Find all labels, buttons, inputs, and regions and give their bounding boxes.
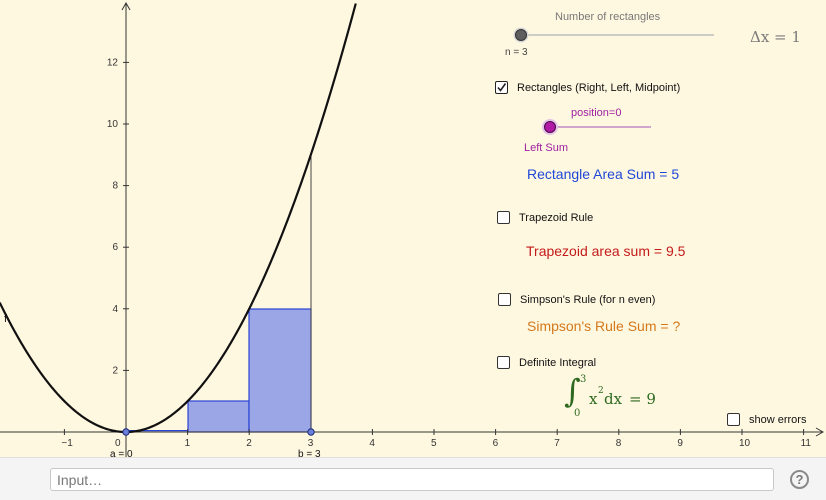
curve-label: f — [4, 313, 8, 325]
delta-x-text: Δx = 1 — [750, 28, 801, 46]
show-errors-label: show errors — [749, 414, 807, 426]
y-axis-arrow — [121, 1, 131, 11]
x-tick-label: 1 — [185, 438, 191, 449]
function-curve[interactable] — [0, 3, 357, 434]
graphics-view[interactable]: −1 0 1 2 3 4 5 6 7 8 9 10 11 2 4 6 8 10 12 f a = 0 b = 3 … — [0, 0, 826, 457]
y-tick-label: 6 — [112, 242, 118, 253]
show-errors-checkbox[interactable] — [727, 413, 740, 426]
x-tick-label: 6 — [493, 438, 499, 449]
definite-integral-checkbox[interactable] — [497, 356, 510, 369]
integral-lower-limit: 0 — [574, 408, 581, 419]
integrand-exponent: 2 — [598, 386, 604, 396]
riemann-rectangles — [125, 308, 312, 433]
trapezoid-area-sum: Trapezoid area sum = 9.5 — [526, 243, 686, 259]
rectangle-area-sum: Rectangle Area Sum = 5 — [527, 166, 680, 182]
riemann-rectangle — [248, 308, 312, 433]
integral-result: = 9 — [629, 390, 656, 408]
x-tick-label: 7 — [554, 438, 560, 449]
x-tick-label: 5 — [431, 438, 437, 449]
x-tick-label: 9 — [677, 438, 683, 449]
rect-slider-value: n = 3 — [505, 47, 528, 58]
simpson-checkbox[interactable] — [498, 293, 511, 306]
x-tick-label: 8 — [616, 438, 622, 449]
simpson-rule-sum: Simpson's Rule Sum = ? — [527, 318, 681, 334]
y-tick-label: 10 — [107, 119, 119, 130]
point-a-label: a = 0 — [110, 449, 133, 457]
help-icon[interactable]: ? — [790, 470, 809, 489]
integral-sign: ∫ — [564, 372, 581, 410]
y-tick-label: 12 — [107, 57, 119, 68]
trapezoid-label: Trapezoid Rule — [519, 212, 594, 224]
x-axis-arrow — [815, 427, 825, 437]
riemann-rectangle — [187, 400, 250, 433]
y-axis-ticks: 2 4 6 8 10 12 — [107, 57, 129, 376]
x-tick-label: 10 — [739, 438, 751, 449]
rect-slider-handle[interactable] — [515, 29, 527, 41]
definite-integral-label: Definite Integral — [519, 357, 597, 369]
position-slider-handle[interactable] — [544, 121, 556, 133]
position-slider-label: position=0 — [571, 107, 622, 119]
rectangles-checkbox[interactable] — [495, 81, 508, 94]
input-bar: ? — [0, 457, 826, 500]
algebra-input-field[interactable] — [50, 468, 774, 491]
x-tick-label: 2 — [246, 438, 252, 449]
rect-slider-title: Number of rectangles — [555, 11, 661, 23]
integral-differential: dx — [604, 390, 623, 408]
check-icon — [497, 83, 507, 92]
point-b[interactable] — [307, 428, 315, 436]
y-tick-label: 4 — [112, 304, 118, 315]
definite-integral-formula: ∫ 3 0 x 2 dx = 9 — [560, 372, 670, 422]
point-b-label: b = 3 — [298, 449, 321, 457]
y-tick-label: 8 — [112, 181, 118, 192]
trapezoid-checkbox[interactable] — [497, 211, 510, 224]
y-tick-label: 2 — [112, 365, 118, 376]
x-tick-label: 3 — [308, 438, 314, 449]
point-a[interactable] — [122, 428, 130, 436]
x-tick-label: 0 — [115, 438, 121, 449]
x-tick-label: 4 — [369, 438, 375, 449]
rectangles-label: Rectangles (Right, Left, Midpoint) — [517, 82, 681, 94]
left-sum-label: Left Sum — [524, 142, 569, 154]
integrand-base: x — [589, 390, 598, 408]
integral-upper-limit: 3 — [580, 374, 587, 385]
x-tick-label: 11 — [801, 438, 812, 449]
simpson-label: Simpson's Rule (for n even) — [520, 294, 656, 306]
x-tick-label: −1 — [61, 438, 73, 449]
